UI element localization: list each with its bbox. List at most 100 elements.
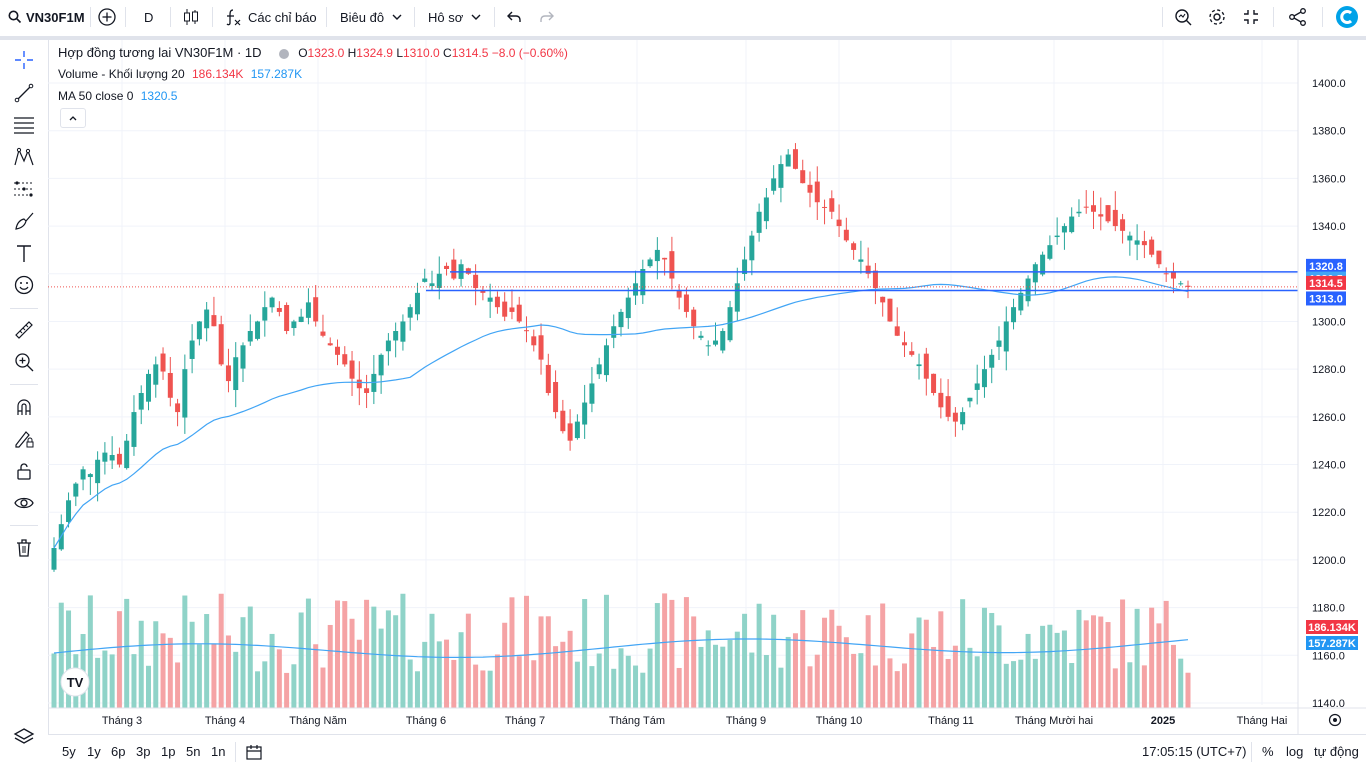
text-tool[interactable] xyxy=(12,241,36,265)
collapse-legend-button[interactable] xyxy=(60,108,86,128)
percent-toggle[interactable]: % xyxy=(1262,735,1274,768)
volume-bar xyxy=(1185,672,1191,708)
candle-body xyxy=(654,249,660,262)
svg-text:TV: TV xyxy=(67,675,84,690)
undo-button[interactable] xyxy=(505,0,523,34)
candle-body xyxy=(480,290,486,293)
candle-body xyxy=(756,211,762,233)
chevron-down-icon xyxy=(392,14,402,20)
volume-bar xyxy=(255,671,261,708)
emoji-tool[interactable] xyxy=(12,273,36,297)
volume-bar xyxy=(698,646,704,708)
settings-button[interactable] xyxy=(1207,0,1227,34)
profile-dropdown[interactable]: Hô sơ xyxy=(428,0,483,34)
horizontal-lines[interactable] xyxy=(48,271,1298,292)
candle-body xyxy=(720,331,726,351)
fib-tool[interactable] xyxy=(12,113,36,137)
candle-body xyxy=(305,302,311,318)
price-chart[interactable]: 1140.0 1160.0 1180.0 1200.0 1220.0 1240.0 1260… xyxy=(48,40,1366,734)
volume-bar xyxy=(465,613,471,708)
candle-body xyxy=(327,343,333,346)
volume-bar xyxy=(1069,663,1075,708)
legend-volume[interactable]: Volume - Khối lượng 20 186.134K 157.287K xyxy=(58,67,302,81)
magnet-tool[interactable] xyxy=(12,395,36,419)
volume-bar xyxy=(589,666,595,708)
legend-ma[interactable]: MA 50 close 0 1320.5 xyxy=(58,89,177,103)
volume-bar xyxy=(865,615,871,708)
trendline-tool[interactable] xyxy=(12,81,36,105)
lock-tool[interactable] xyxy=(12,459,36,483)
goto-date-button[interactable] xyxy=(245,735,263,768)
volume-bar xyxy=(872,665,878,708)
price-tick-label: 1220.0 xyxy=(1312,507,1346,519)
price-label-text: 1314.5 xyxy=(1309,278,1343,290)
indicators-button[interactable]: Các chỉ báo xyxy=(224,0,317,34)
candle-body xyxy=(1098,214,1104,217)
visibility-tool[interactable] xyxy=(12,491,36,515)
crosshair-tool[interactable] xyxy=(12,48,36,72)
candle-body xyxy=(1185,285,1191,287)
candle-body xyxy=(538,335,544,360)
fullscreen-button[interactable] xyxy=(1241,0,1261,34)
volume-bar xyxy=(494,654,500,708)
measure-tool[interactable] xyxy=(12,318,36,342)
candle-body xyxy=(705,345,711,347)
lock-draw-tool[interactable] xyxy=(12,427,36,451)
time-axis[interactable]: Tháng 3 Tháng 4 Tháng Năm Tháng 6 Tháng 7 Thá… xyxy=(48,707,1366,727)
candle-body xyxy=(865,265,871,274)
candle-body xyxy=(909,351,915,355)
prediction-tool[interactable] xyxy=(12,177,36,201)
candle-type-button[interactable] xyxy=(182,0,200,34)
price-tick-label: 1140.0 xyxy=(1312,698,1345,710)
share-button[interactable] xyxy=(1288,0,1308,34)
brand-logo[interactable] xyxy=(1335,0,1359,34)
volume-bar xyxy=(742,613,748,708)
volume-bar xyxy=(713,644,718,708)
gear-icon xyxy=(1209,9,1225,25)
candle-body xyxy=(414,292,420,315)
forecast-icon xyxy=(14,181,34,197)
range-5d[interactable]: 5n xyxy=(186,735,200,768)
candle-body xyxy=(749,235,755,261)
volume-bar xyxy=(335,600,340,708)
candle-body xyxy=(611,326,617,338)
range-3m[interactable]: 3p xyxy=(136,735,150,768)
volume-bar xyxy=(146,665,151,708)
volume-bar xyxy=(109,654,115,708)
clock-display[interactable]: 17:05:15 (UTC+7) xyxy=(1142,735,1246,768)
chart-type-dropdown[interactable]: Biêu đô xyxy=(340,0,404,34)
volume-bar xyxy=(502,622,508,708)
range-1m[interactable]: 1p xyxy=(161,735,175,768)
brush-tool[interactable] xyxy=(12,209,36,233)
candle-body xyxy=(785,154,791,167)
pattern-tool[interactable] xyxy=(12,145,36,169)
range-1y[interactable]: 1y xyxy=(87,735,101,768)
interval-button[interactable]: D xyxy=(144,0,153,34)
volume-bar xyxy=(654,603,660,708)
redo-button[interactable] xyxy=(538,0,556,34)
volume-bar xyxy=(378,628,384,708)
candle-body xyxy=(1076,211,1082,214)
remove-drawings-tool[interactable] xyxy=(12,536,36,560)
price-label-box xyxy=(1306,275,1346,290)
symbol-search-button[interactable]: VN30F1M xyxy=(8,0,85,34)
log-toggle[interactable]: log xyxy=(1286,735,1303,768)
candle-body xyxy=(429,283,435,287)
quick-search-button[interactable] xyxy=(1173,0,1193,34)
goto-settings-icon[interactable] xyxy=(1328,713,1342,727)
candle-body xyxy=(582,402,588,425)
range-6m[interactable]: 6p xyxy=(111,735,125,768)
range-1d[interactable]: 1n xyxy=(211,735,225,768)
volume-bar xyxy=(1178,658,1184,708)
time-tick-label: Tháng 9 xyxy=(726,715,766,727)
magnet-icon xyxy=(17,399,31,415)
candle-body xyxy=(1040,254,1046,275)
object-tree-tool[interactable] xyxy=(12,725,36,749)
volume-bar xyxy=(211,644,217,708)
candle-body xyxy=(124,440,130,469)
compare-button[interactable] xyxy=(97,0,117,34)
range-5y[interactable]: 5y xyxy=(62,735,76,768)
zoom-in-tool[interactable] xyxy=(12,350,36,374)
candle-body xyxy=(146,373,151,402)
auto-toggle[interactable]: tự động xyxy=(1314,735,1359,768)
